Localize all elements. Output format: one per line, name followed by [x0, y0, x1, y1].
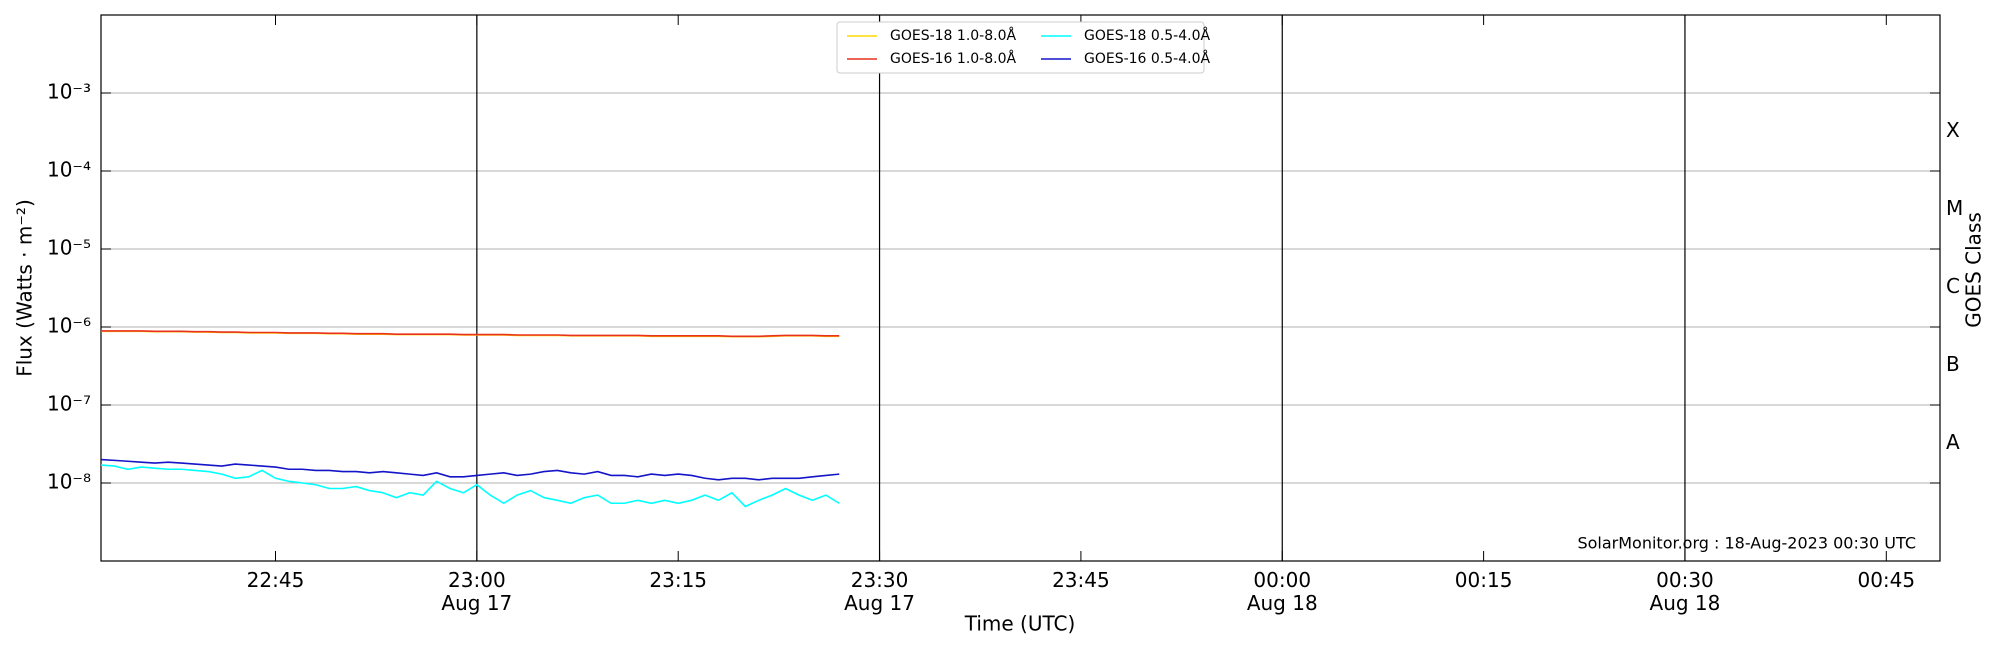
- y-tick-label: 10⁻⁴: [47, 158, 91, 182]
- series-line: [101, 330, 840, 338]
- y-tick-label: 10⁻⁷: [47, 392, 91, 416]
- y2-tick-label: M: [1946, 196, 1963, 220]
- x-tick-label: 00:15: [1455, 568, 1513, 592]
- legend-label: GOES-16 1.0-8.0Å: [890, 50, 1016, 67]
- y2-tick-label: X: [1946, 118, 1960, 142]
- x-tick-label: 23:30 Aug 17: [844, 568, 915, 615]
- legend-label: GOES-16 0.5-4.0Å: [1084, 50, 1210, 67]
- x-tick-label: 00:00 Aug 18: [1247, 568, 1318, 615]
- y2-tick-label: B: [1946, 352, 1960, 376]
- y2-axis-label: GOES Class: [1962, 212, 1986, 328]
- y-tick-label: 10⁻⁶: [47, 314, 91, 338]
- x-tick-label: 00:30 Aug 18: [1650, 568, 1721, 615]
- y-tick-label: 10⁻⁵: [47, 236, 91, 260]
- y2-tick-label: A: [1946, 430, 1960, 454]
- legend-box: [836, 21, 1205, 74]
- annotation: SolarMonitor.org : 18-Aug-2023 00:30 UTC: [1577, 534, 1916, 553]
- y2-tick-label: C: [1946, 274, 1960, 298]
- x-axis-label: Time (UTC): [964, 612, 1076, 636]
- x-tick-label: 23:15: [649, 568, 707, 592]
- x-tick-label: 23:00 Aug 17: [441, 568, 512, 615]
- legend-label: GOES-18 0.5-4.0Å: [1084, 27, 1210, 44]
- series-line: [100, 464, 840, 508]
- x-tick-label: 22:45: [247, 568, 305, 592]
- legend-label: GOES-18 1.0-8.0Å: [890, 27, 1016, 44]
- y-tick-label: 10⁻⁸: [47, 470, 91, 494]
- y-axis-label: Flux (Watts · m⁻²): [13, 199, 37, 377]
- plot-frame: [100, 14, 1941, 562]
- x-tick-label: 00:45: [1857, 568, 1915, 592]
- y-tick-label: 10⁻³: [47, 80, 91, 104]
- series-line: [100, 458, 840, 481]
- x-tick-label: 23:45: [1052, 568, 1110, 592]
